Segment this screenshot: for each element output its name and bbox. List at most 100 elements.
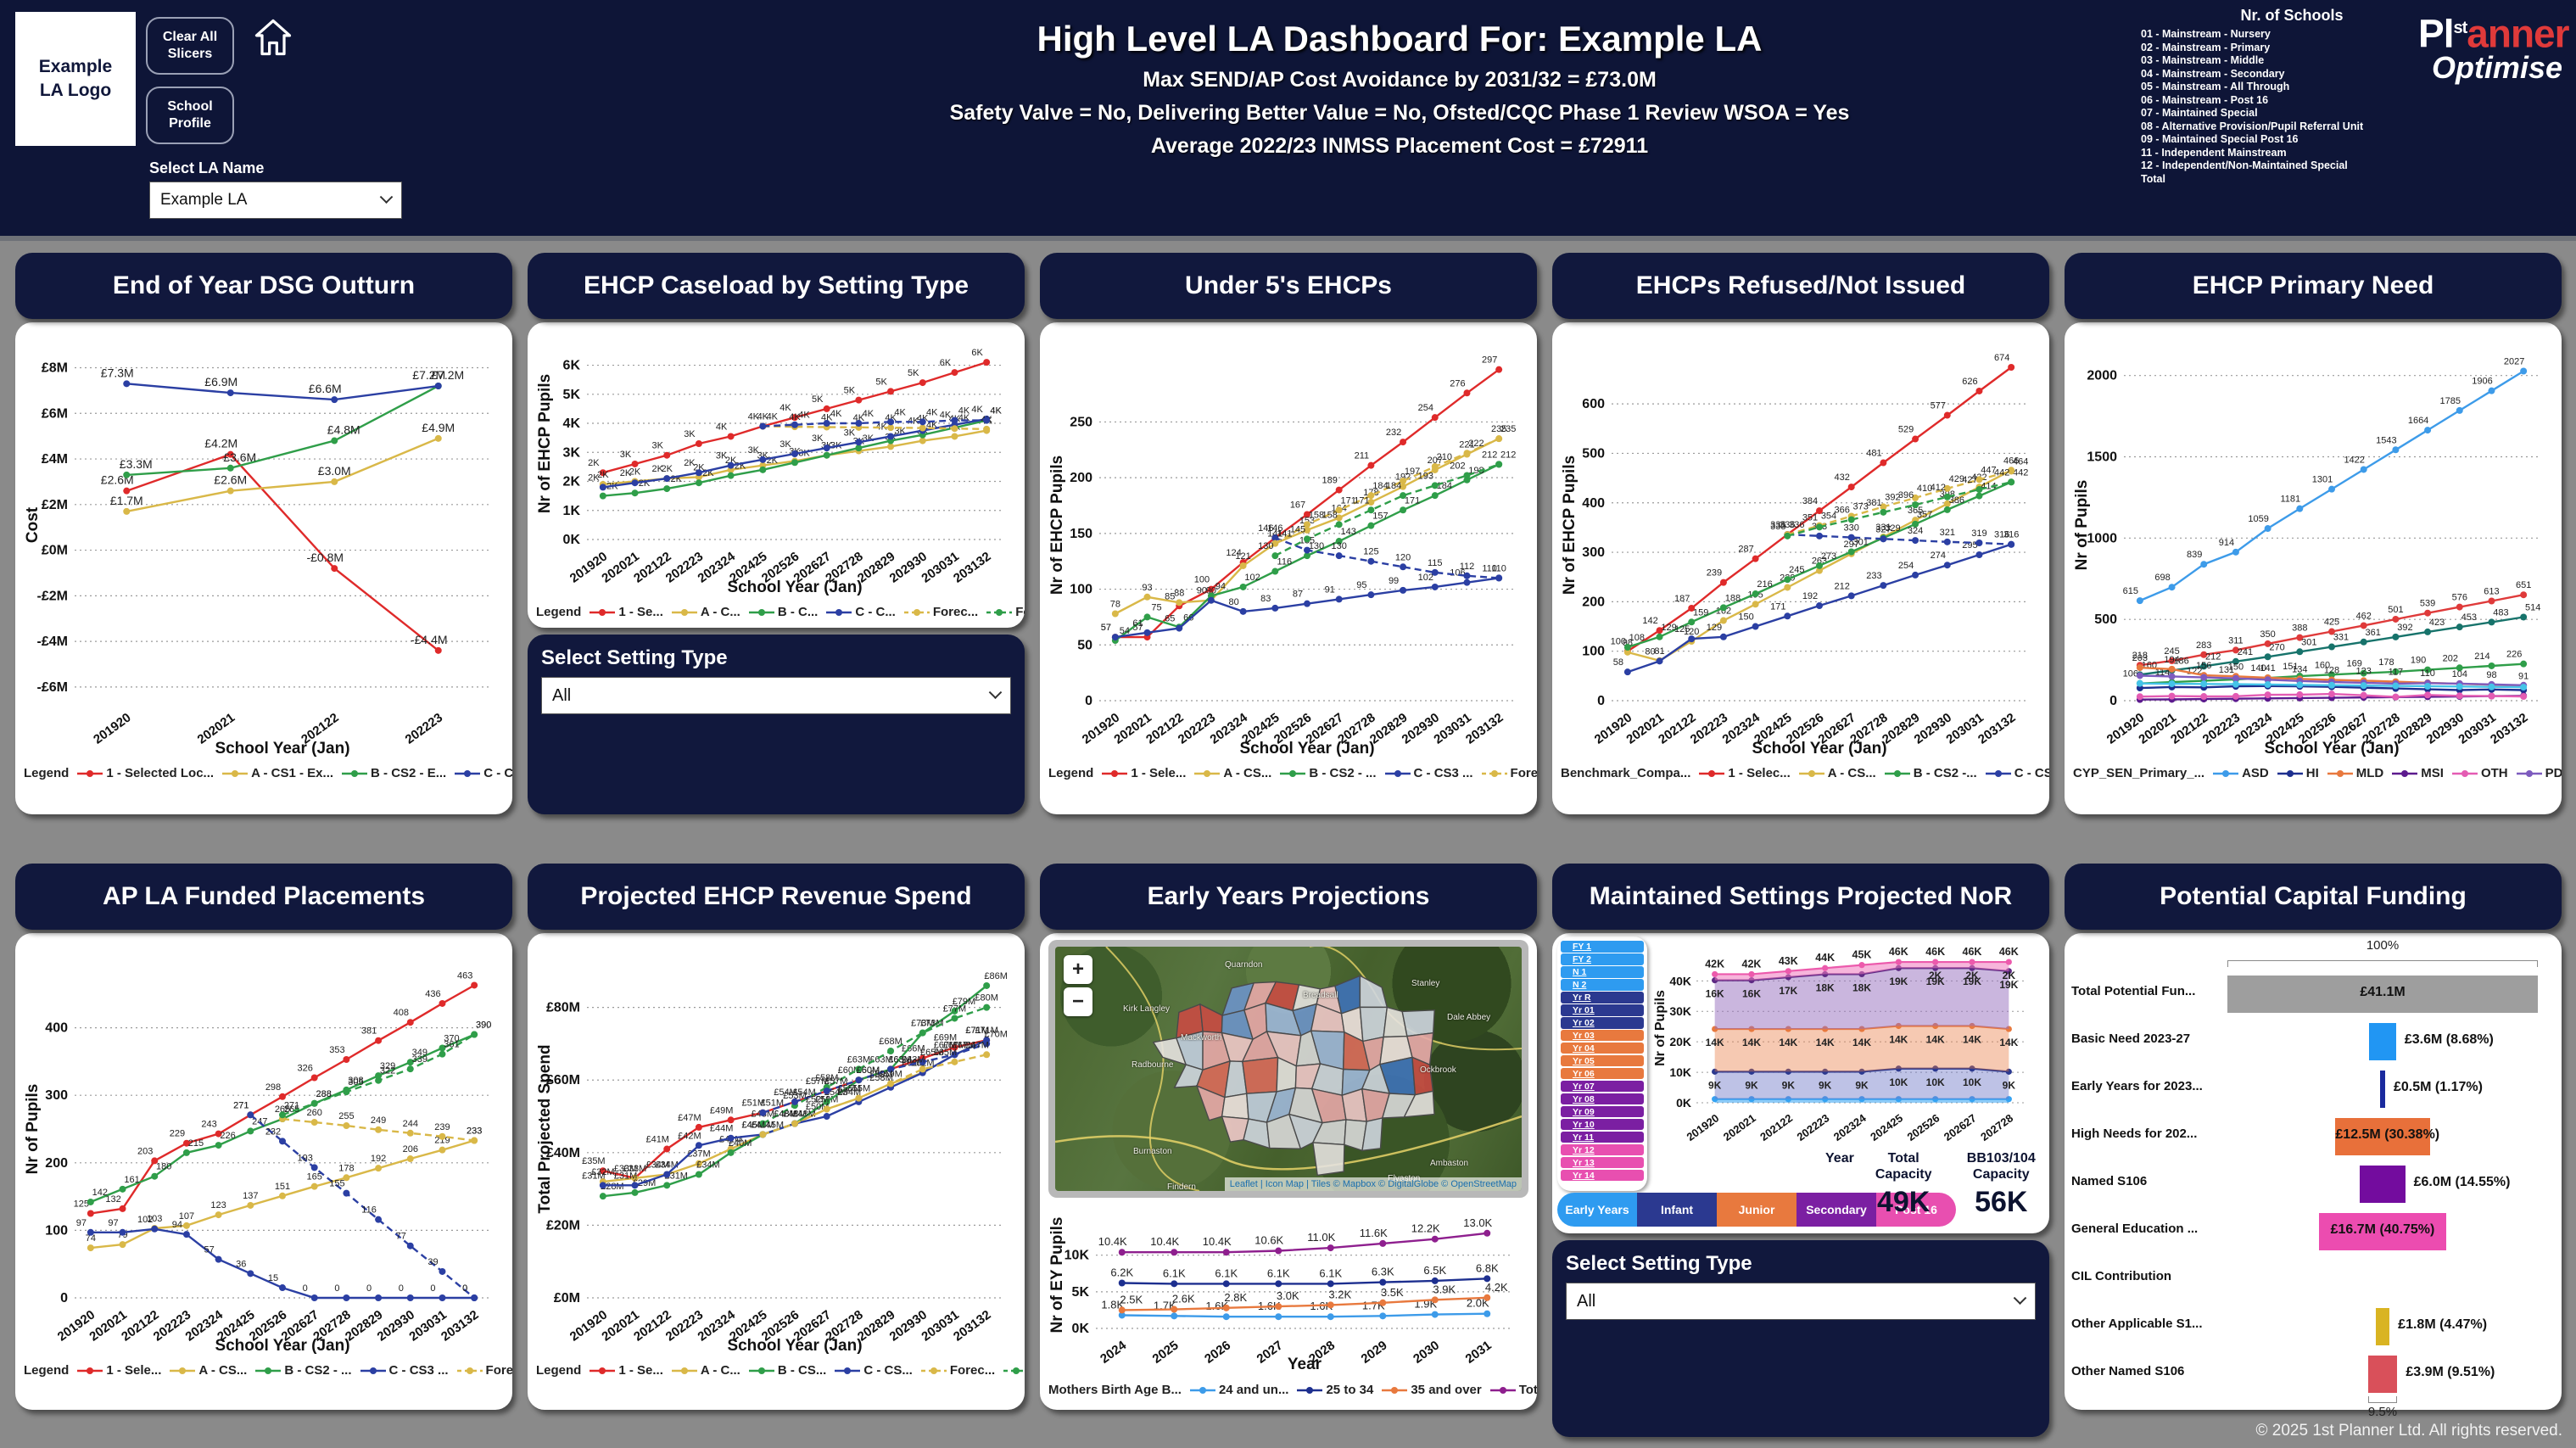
legend-entry: PD bbox=[2516, 766, 2562, 780]
year-slicer-yr-11[interactable]: Yr 11 bbox=[1561, 1131, 1644, 1143]
funnel-row[interactable]: Total Potential Fun... £41.1M bbox=[2065, 972, 2562, 1015]
funnel-row[interactable]: High Needs for 202... £12.5M (30.38%) bbox=[2065, 1115, 2562, 1157]
svg-text:156: 156 bbox=[2196, 661, 2211, 671]
map-zoom-out-button[interactable]: − bbox=[1064, 987, 1092, 1016]
funnel-bar[interactable] bbox=[2335, 1118, 2430, 1155]
school-item: 07 - Maintained Special bbox=[2141, 107, 2258, 119]
year-slicer-n-1[interactable]: N 1 bbox=[1561, 965, 1644, 978]
funnel-row[interactable]: CIL Contribution bbox=[2065, 1257, 2562, 1300]
svg-text:£67M: £67M bbox=[943, 1040, 967, 1050]
early-years-map[interactable]: Quarndon Breadsall Mackworth Kirk Langley Oc… bbox=[1055, 947, 1522, 1191]
year-slicer-yr-08[interactable]: Yr 08 bbox=[1561, 1093, 1644, 1105]
funnel-bar[interactable] bbox=[2375, 1308, 2390, 1345]
year-slicer-yr-04[interactable]: Yr 04 bbox=[1561, 1042, 1644, 1054]
svg-text:110: 110 bbox=[1491, 563, 1506, 573]
year-slicer-yr-12[interactable]: Yr 12 bbox=[1561, 1143, 1644, 1156]
svg-text:3K: 3K bbox=[780, 439, 791, 450]
year-slicer-yr-13[interactable]: Yr 13 bbox=[1561, 1156, 1644, 1169]
year-slicer-yr-r[interactable]: Yr R bbox=[1561, 991, 1644, 1004]
svg-text:192: 192 bbox=[1802, 591, 1818, 601]
phase-pill-post-16[interactable]: Post 16 bbox=[1876, 1193, 1956, 1227]
svg-text:202021: 202021 bbox=[1721, 1111, 1758, 1143]
ap-placements-chart[interactable]: 0100200300400201920202021202122202223202… bbox=[24, 938, 504, 1357]
svg-text:£4.2M: £4.2M bbox=[204, 437, 237, 450]
svg-text:141: 141 bbox=[1267, 529, 1282, 540]
funnel-row[interactable]: General Education ... £16.7M (40.75%) bbox=[2065, 1210, 2562, 1252]
svg-text:349: 349 bbox=[412, 1048, 427, 1058]
svg-text:£20M: £20M bbox=[546, 1218, 580, 1233]
setting-type-select[interactable]: All bbox=[541, 677, 1011, 714]
setting-type-select[interactable]: All bbox=[1566, 1283, 2036, 1320]
svg-text:14K: 14K bbox=[1926, 1033, 1945, 1045]
year-slicer-fy-1[interactable]: FY 1 bbox=[1561, 941, 1644, 953]
svg-text:129: 129 bbox=[1661, 623, 1676, 633]
ehcps-refused-chart[interactable]: 0100200300400500600201920202021202122202… bbox=[1561, 327, 2041, 760]
funnel-bar[interactable] bbox=[2319, 1213, 2446, 1250]
phase-pill-early-years[interactable]: Early Years bbox=[1557, 1193, 1637, 1227]
funnel-row[interactable]: Named S106 £6.0M (14.55%) bbox=[2065, 1162, 2562, 1205]
year-slicer-fy-2[interactable]: FY 2 bbox=[1561, 953, 1644, 965]
year-slicer-yr-07[interactable]: Yr 07 bbox=[1561, 1080, 1644, 1093]
year-slicer-n-2[interactable]: N 2 bbox=[1561, 978, 1644, 991]
funnel-bar[interactable] bbox=[2367, 1356, 2398, 1393]
svg-text:10K: 10K bbox=[1064, 1249, 1090, 1263]
map-zoom-in-button[interactable]: + bbox=[1064, 955, 1092, 984]
svg-text:9K: 9K bbox=[1708, 1079, 1722, 1091]
map-attribution[interactable]: Leaflet | Icon Map | Tiles © Mapbox © Di… bbox=[1224, 1177, 1522, 1191]
legend-entry: 1 - Se... bbox=[590, 1363, 663, 1378]
svg-text:125: 125 bbox=[1674, 624, 1690, 635]
svg-text:5K: 5K bbox=[812, 394, 824, 405]
phase-pill-junior[interactable]: Junior bbox=[1717, 1193, 1796, 1227]
year-slicer-yr-14[interactable]: Yr 14 bbox=[1561, 1169, 1644, 1182]
la-name-select[interactable]: Example LA bbox=[149, 182, 402, 219]
capital-funding-funnel[interactable]: 100% Total Potential Fun... £41.1M Basic … bbox=[2065, 933, 2562, 1419]
svg-text:14K: 14K bbox=[1742, 1037, 1761, 1048]
legend-entry: A - C... bbox=[671, 605, 740, 619]
svg-text:3K: 3K bbox=[684, 429, 696, 439]
year-slicer-yr-03[interactable]: Yr 03 bbox=[1561, 1029, 1644, 1042]
legend-entry: 1 - Se... bbox=[590, 605, 663, 619]
svg-text:5K: 5K bbox=[563, 388, 581, 402]
revenue-spend-chart[interactable]: £0M£20M£40M£60M£80M201920202021202122202… bbox=[536, 938, 1016, 1357]
funnel-row[interactable]: Other Named S106 £3.9M (9.51%) bbox=[2065, 1352, 2562, 1395]
school-item: 02 - Mainstream - Primary bbox=[2141, 41, 2271, 53]
funnel-row[interactable]: Basic Need 2023-27 £3.6M (8.68%) bbox=[2065, 1020, 2562, 1062]
svg-text:116: 116 bbox=[361, 1205, 377, 1216]
svg-text:4K: 4K bbox=[990, 406, 1002, 417]
under5-ehcps-chart[interactable]: 0501001502002502019202020212021222022232… bbox=[1048, 327, 1528, 760]
svg-text:-£0.8M: -£0.8M bbox=[306, 551, 344, 564]
funnel-row-label: Named S106 bbox=[2071, 1174, 2148, 1188]
phase-pill-infant[interactable]: Infant bbox=[1637, 1193, 1717, 1227]
funnel-bar[interactable] bbox=[2227, 976, 2538, 1013]
funnel-row[interactable]: Other Applicable S1... £1.8M (4.47%) bbox=[2065, 1305, 2562, 1347]
svg-text:447: 447 bbox=[1981, 465, 1996, 475]
svg-text:57: 57 bbox=[1101, 623, 1111, 633]
svg-text:£33M: £33M bbox=[623, 1164, 647, 1174]
funnel-row[interactable]: Early Years for 2023... £0.5M (1.17%) bbox=[2065, 1067, 2562, 1110]
home-icon[interactable] bbox=[251, 15, 295, 64]
svg-text:396: 396 bbox=[1898, 490, 1914, 500]
svg-text:254: 254 bbox=[1898, 561, 1914, 571]
school-profile-button[interactable]: School Profile bbox=[146, 87, 234, 144]
svg-text:270: 270 bbox=[2269, 642, 2284, 652]
clear-all-slicers-button[interactable]: Clear All Slicers bbox=[146, 17, 234, 75]
year-slicer-yr-10[interactable]: Yr 10 bbox=[1561, 1118, 1644, 1131]
ehcp-caseload-chart[interactable]: 0K1K2K3K4K5K6K20192020202120212220222320… bbox=[536, 326, 1016, 599]
svg-text:Nr of EHCP Pupils: Nr of EHCP Pupils bbox=[1048, 456, 1066, 595]
year-slicer-yr-05[interactable]: Yr 05 bbox=[1561, 1054, 1644, 1067]
year-slicer-yr-09[interactable]: Yr 09 bbox=[1561, 1105, 1644, 1118]
funnel-bar[interactable] bbox=[2360, 1166, 2406, 1203]
year-slicer-yr-01[interactable]: Yr 01 bbox=[1561, 1004, 1644, 1016]
year-slicer-yr-02[interactable]: Yr 02 bbox=[1561, 1016, 1644, 1029]
svg-text:1906: 1906 bbox=[2472, 377, 2492, 387]
phase-pill-secondary[interactable]: Secondary bbox=[1796, 1193, 1876, 1227]
ehcp-primary-need-chart[interactable]: 0500100015002000201920202021202122202223… bbox=[2073, 327, 2553, 760]
year-slicer-yr-06[interactable]: Yr 06 bbox=[1561, 1067, 1644, 1080]
svg-text:839: 839 bbox=[2187, 550, 2202, 560]
svg-text:£4.9M: £4.9M bbox=[422, 421, 455, 434]
funnel-bar[interactable] bbox=[2380, 1071, 2385, 1108]
funnel-bar[interactable] bbox=[2369, 1023, 2396, 1060]
